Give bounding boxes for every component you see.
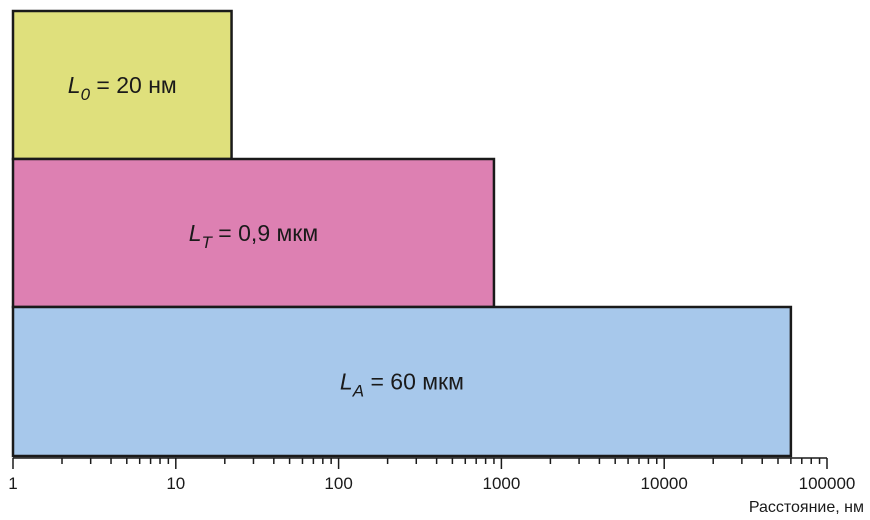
tick-label: 1: [8, 474, 17, 493]
bar-label-t: LT = 0,9 мкм: [189, 220, 318, 252]
tick-label: 1000: [482, 474, 520, 493]
x-axis: 1 10 100 1000 10000 100000: [8, 457, 856, 493]
tick-label: 100: [324, 474, 352, 493]
bar-a: [11, 305, 793, 458]
tick-label: 100000: [799, 474, 856, 493]
bar-0: [11, 9, 233, 161]
bar-label-0: L0 = 20 нм: [68, 72, 177, 104]
tick-label: 10000: [641, 474, 688, 493]
x-axis-title: Расстояние, нм: [749, 499, 864, 516]
bar-label-a: LA = 60 мкм: [340, 369, 464, 401]
bars-group: L0 = 20 нм LT = 0,9 мкм LA = 60 мкм: [11, 9, 793, 458]
tick-label: 10: [166, 474, 185, 493]
